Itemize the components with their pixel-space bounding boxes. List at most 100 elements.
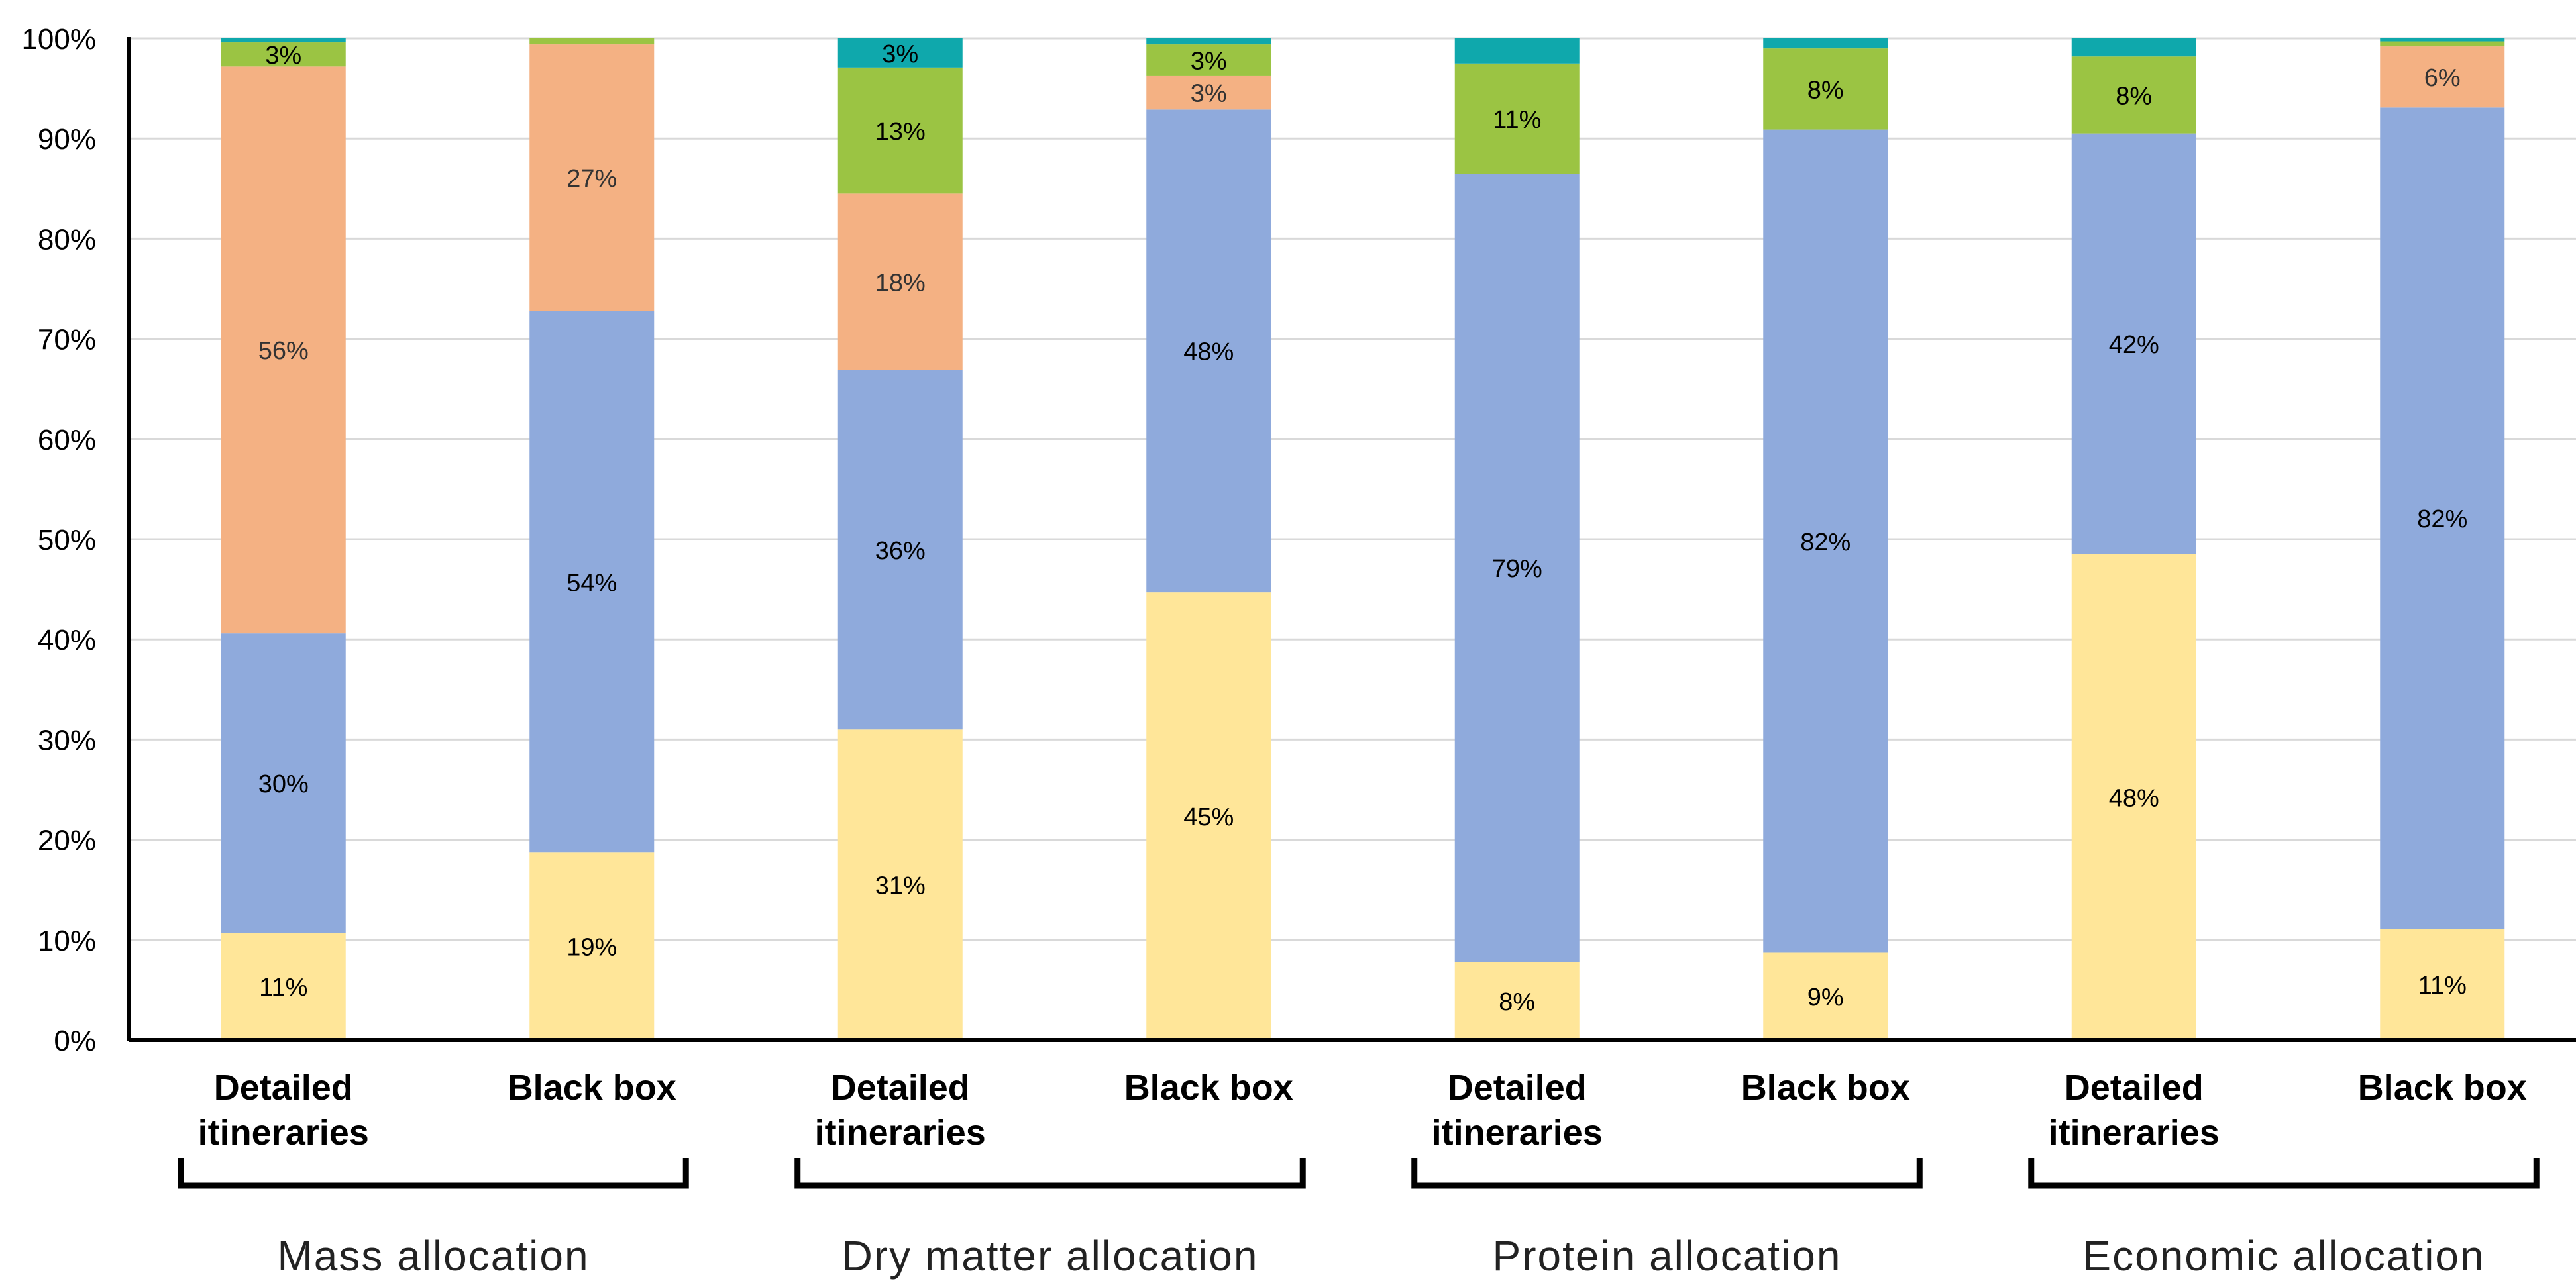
data-label: 31% (875, 872, 926, 900)
bar-segment (221, 42, 346, 67)
segment-labels: 11% 30% 56% 3% 19% 54% 27% 31% 36% 18% 13% 3% 45% 48%… (258, 40, 2468, 1016)
bar-segment (221, 633, 346, 933)
data-label: 11% (1493, 106, 1541, 134)
data-label: 42% (2109, 331, 2159, 359)
bar-segment (1146, 44, 1271, 76)
y-tick-label: 60% (38, 424, 96, 456)
group-label: Economic allocation (2082, 1232, 2485, 1280)
bar-segment (1454, 962, 1580, 1040)
x-tick-label: Detailed itineraries (198, 1068, 369, 1153)
bar-segment (529, 44, 655, 311)
group-label: Mass allocation (277, 1232, 589, 1280)
bar-segment (1454, 38, 1580, 64)
group-bracket (1411, 1158, 1923, 1189)
bar-segment (221, 38, 346, 43)
y-tick-label: 40% (38, 624, 96, 656)
data-label: 9% (1807, 984, 1844, 1011)
x-tick-label: Detailed itineraries (2049, 1068, 2220, 1153)
bar-segment (1763, 38, 1888, 49)
bar-segment (2071, 38, 2196, 57)
data-label: 56% (258, 337, 309, 365)
y-tick-labels: 0% 10% 20% 30% 40% 50% 60% 70% 80% 90% 100% (21, 23, 96, 1057)
data-label: 82% (1800, 529, 1851, 556)
bar-segment (529, 852, 655, 1040)
y-tick-label: 20% (38, 825, 96, 857)
x-tick-label: Black box (508, 1068, 676, 1107)
y-tick-label: 90% (38, 123, 96, 156)
group-label: Protein allocation (1493, 1232, 1842, 1280)
bar-segment (2071, 133, 2196, 554)
data-label: 54% (566, 569, 617, 597)
x-tick-labels: Detailed itineraries Black box Detailed itin… (198, 1068, 2527, 1153)
bar-segment (1146, 592, 1271, 1040)
y-tick-label: 80% (38, 223, 96, 256)
group-bracket (178, 1158, 689, 1189)
data-label: 3% (1191, 80, 1227, 108)
x-tick-label: Black box (1741, 1068, 1910, 1107)
data-label: 36% (875, 537, 926, 565)
data-label: 11% (2418, 972, 2467, 1000)
y-tick-label: 50% (38, 524, 96, 556)
bar-segment (2071, 554, 2196, 1040)
data-label: 79% (1492, 555, 1542, 583)
bar-segment (1454, 63, 1580, 174)
x-tick-label: Black box (2358, 1068, 2527, 1107)
y-tick-label: 70% (38, 324, 96, 356)
bar-segment (1763, 48, 1888, 130)
bar-segment (2380, 38, 2505, 42)
bar-segment (221, 66, 346, 634)
axes (127, 37, 2576, 1042)
bar-segment (837, 729, 963, 1040)
x-tick-label: Black box (1124, 1068, 1293, 1107)
data-label: 82% (2417, 505, 2467, 533)
bar-segment (529, 311, 655, 853)
bar-segment (1454, 174, 1580, 962)
data-label: 27% (566, 165, 617, 193)
bar-segment (1763, 129, 1888, 953)
y-tick-label: 0% (54, 1025, 96, 1057)
data-label: 8% (2116, 82, 2152, 110)
bar-segment (2380, 107, 2505, 929)
bar-segment (1146, 75, 1271, 110)
group-bracket (794, 1158, 1306, 1189)
data-label: 8% (1807, 76, 1844, 104)
x-tick-label: Detailed itineraries (1432, 1068, 1603, 1153)
bar-segment (837, 67, 963, 194)
group-label: Dry matter allocation (842, 1232, 1259, 1280)
data-label: 13% (875, 118, 926, 146)
bar-segment (1146, 109, 1271, 593)
bar-segment (2071, 56, 2196, 134)
y-tick-label: 100% (21, 23, 96, 56)
bar-segment (1763, 952, 1888, 1040)
bar-segment (2380, 929, 2505, 1040)
y-tick-label: 10% (38, 925, 96, 957)
bar-segment (837, 370, 963, 730)
data-label: 45% (1183, 803, 1234, 831)
data-label: 18% (875, 269, 926, 297)
data-label: 3% (1191, 48, 1227, 76)
data-label: 3% (882, 40, 918, 68)
group-labels: Mass allocation Dry matter allocation Prot… (178, 1158, 2540, 1280)
y-tick-label: 30% (38, 724, 96, 756)
bar-segment (837, 193, 963, 370)
group-bracket (2028, 1158, 2540, 1189)
data-label: 19% (566, 934, 617, 962)
data-label: 6% (2424, 64, 2461, 92)
data-label: 30% (258, 770, 309, 798)
bars (221, 38, 2505, 1040)
bar-segment (2380, 46, 2505, 108)
gridlines (129, 37, 2576, 941)
bar-segment (2380, 41, 2505, 47)
data-label: 48% (1183, 338, 1234, 366)
bar-segment (837, 38, 963, 68)
x-tick-label: Detailed itineraries (815, 1068, 986, 1153)
bar-segment (529, 38, 655, 45)
data-label: 8% (1499, 988, 1535, 1016)
bar-segment (1146, 38, 1271, 45)
data-label: 11% (259, 974, 307, 1002)
data-label: 48% (2109, 784, 2159, 812)
bar-segment (221, 933, 346, 1040)
data-label: 3% (265, 42, 301, 70)
